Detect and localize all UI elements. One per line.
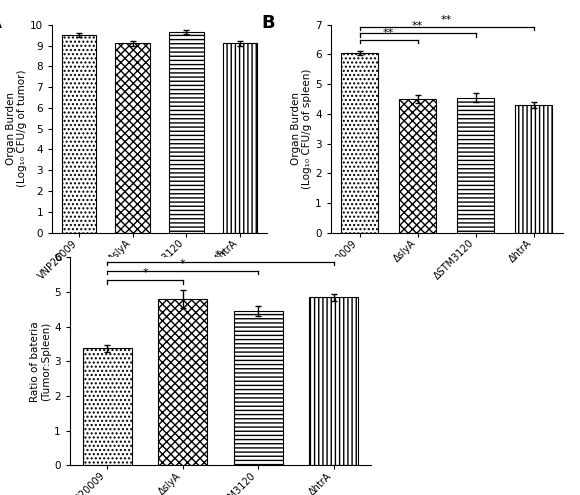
Bar bbox=[158, 299, 207, 465]
Bar bbox=[457, 98, 494, 233]
Text: **: ** bbox=[383, 28, 394, 38]
Bar bbox=[399, 99, 436, 233]
Text: **: ** bbox=[441, 15, 452, 25]
Bar bbox=[234, 311, 282, 465]
Bar bbox=[169, 32, 204, 233]
Bar bbox=[83, 348, 132, 465]
Bar bbox=[115, 44, 150, 233]
Bar bbox=[515, 105, 552, 233]
Text: B: B bbox=[261, 14, 274, 32]
Bar bbox=[340, 53, 378, 233]
Y-axis label: Ratio of bateria
(Tumor:Spleen): Ratio of bateria (Tumor:Spleen) bbox=[30, 321, 51, 401]
Bar bbox=[223, 44, 258, 233]
Bar bbox=[61, 35, 96, 233]
Text: *: * bbox=[180, 259, 186, 269]
Text: A: A bbox=[0, 14, 2, 32]
Text: **: ** bbox=[412, 21, 423, 31]
Y-axis label: Organ Burden
(Log₁₀ CFU/g of tumor): Organ Burden (Log₁₀ CFU/g of tumor) bbox=[6, 70, 27, 188]
Text: *: * bbox=[142, 268, 148, 278]
Bar bbox=[309, 297, 358, 465]
Text: **: ** bbox=[215, 250, 226, 260]
Y-axis label: Organ Burden
(Log₁₀ CFU/g of spleen): Organ Burden (Log₁₀ CFU/g of spleen) bbox=[291, 68, 312, 189]
